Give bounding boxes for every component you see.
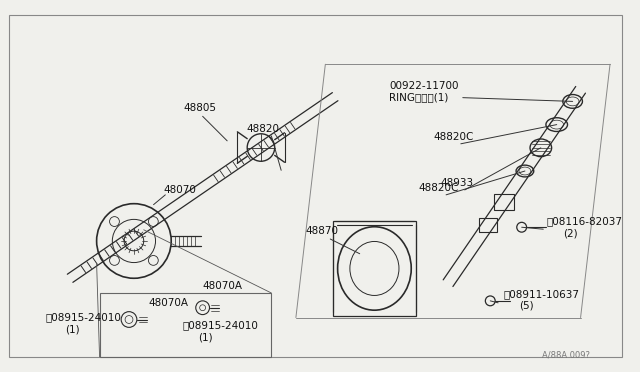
Bar <box>479 218 497 232</box>
Text: A/88A 009?: A/88A 009? <box>542 350 590 359</box>
Text: 48820C: 48820C <box>419 183 459 193</box>
Text: 48805: 48805 <box>183 103 216 113</box>
Text: 48070A: 48070A <box>148 298 189 308</box>
Text: ⒲08116-82037: ⒲08116-82037 <box>546 217 622 226</box>
Text: 48820: 48820 <box>247 124 280 134</box>
Text: RINGリング(1): RINGリング(1) <box>389 93 449 103</box>
Text: 48933: 48933 <box>440 178 474 188</box>
Text: (1): (1) <box>198 332 212 342</box>
Bar <box>100 293 271 357</box>
Bar <box>494 194 513 210</box>
Text: Ⓡ08915-24010: Ⓡ08915-24010 <box>183 320 259 330</box>
Text: 48820C: 48820C <box>433 132 474 142</box>
Text: 48070: 48070 <box>163 185 196 195</box>
Text: Ⓡ08915-24010: Ⓡ08915-24010 <box>45 312 122 323</box>
Text: (1): (1) <box>65 324 80 334</box>
Text: 00922-11700: 00922-11700 <box>389 81 459 91</box>
Text: (5): (5) <box>519 301 533 311</box>
Text: 48870: 48870 <box>306 226 339 236</box>
Text: (2): (2) <box>563 228 577 238</box>
Text: Ⓛ08911-10637: Ⓛ08911-10637 <box>503 289 579 299</box>
Bar <box>333 221 415 315</box>
Text: 48070A: 48070A <box>203 281 243 291</box>
